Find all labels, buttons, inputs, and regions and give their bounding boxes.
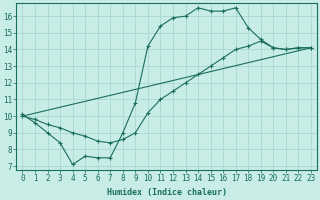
- X-axis label: Humidex (Indice chaleur): Humidex (Indice chaleur): [107, 188, 227, 197]
